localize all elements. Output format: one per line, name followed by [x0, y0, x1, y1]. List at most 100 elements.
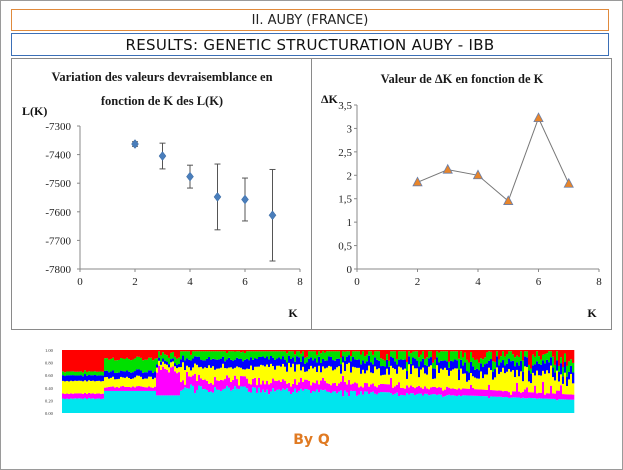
structure-cluster-segment: [192, 351, 195, 359]
structure-cluster-segment: [510, 361, 513, 372]
structure-cluster-segment: [548, 373, 551, 394]
structure-cluster-segment: [334, 369, 337, 383]
structure-cluster-segment: [546, 359, 549, 371]
structure-cluster-segment: [412, 350, 415, 352]
structure-cluster-segment: [434, 368, 437, 379]
structure-cluster-segment: [226, 385, 229, 413]
structure-cluster-segment: [242, 351, 245, 362]
structure-cluster-segment: [134, 387, 137, 391]
structure-cluster-segment: [540, 359, 543, 365]
y-tick-label: 3: [347, 123, 353, 135]
structure-cluster-segment: [94, 350, 97, 372]
structure-cluster-segment: [530, 392, 533, 399]
structure-cluster-segment: [332, 391, 335, 413]
structure-cluster-segment: [396, 358, 399, 365]
structure-cluster-segment: [262, 365, 265, 381]
structure-cluster-segment: [500, 396, 503, 413]
structure-cluster-segment: [254, 358, 257, 367]
structure-cluster-segment: [404, 350, 407, 352]
structure-cluster-segment: [116, 386, 119, 391]
structure-cluster-segment: [458, 358, 461, 370]
structure-cluster-segment: [200, 350, 203, 352]
structure-cluster-segment: [566, 386, 569, 395]
structure-cluster-segment: [370, 350, 373, 352]
structure-cluster-segment: [174, 356, 177, 364]
structure-cluster-segment: [92, 371, 95, 376]
structure-y-tick-label: 0.60: [45, 373, 54, 378]
structure-cluster-segment: [378, 351, 381, 361]
structure-cluster-segment: [296, 350, 299, 352]
structure-cluster-segment: [384, 350, 387, 361]
structure-cluster-segment: [268, 366, 271, 385]
structure-cluster-segment: [340, 390, 343, 413]
structure-cluster-segment: [572, 350, 575, 363]
structure-cluster-segment: [64, 376, 67, 382]
structure-cluster-segment: [324, 350, 327, 353]
structure-cluster-segment: [200, 386, 203, 413]
structure-cluster-segment: [426, 357, 429, 366]
structure-cluster-segment: [258, 350, 261, 352]
chart-title: Valeur de ΔK en fonction de K: [381, 72, 544, 86]
structure-cluster-segment: [300, 353, 303, 362]
structure-cluster-segment: [208, 350, 211, 352]
structure-cluster-segment: [172, 350, 175, 353]
structure-cluster-segment: [188, 359, 191, 368]
structure-cluster-segment: [370, 392, 373, 413]
structure-cluster-segment: [420, 350, 423, 355]
structure-cluster-segment: [84, 370, 87, 375]
structure-cluster-segment: [394, 393, 397, 413]
structure-cluster-segment: [386, 350, 389, 355]
structure-cluster-segment: [104, 358, 107, 371]
structure-cluster-segment: [116, 379, 119, 387]
structure-cluster-segment: [84, 374, 87, 381]
structure-cluster-segment: [150, 357, 153, 371]
data-point: [268, 210, 277, 221]
structure-cluster-segment: [496, 351, 499, 357]
structure-cluster-segment: [536, 370, 539, 394]
structure-cluster-segment: [252, 378, 255, 388]
structure-cluster-segment: [238, 350, 241, 352]
structure-cluster-segment: [540, 392, 543, 399]
structure-cluster-segment: [360, 386, 363, 392]
structure-cluster-segment: [186, 371, 189, 389]
structure-cluster-segment: [450, 350, 453, 352]
structure-cluster-segment: [444, 396, 447, 413]
structure-cluster-segment: [324, 389, 327, 413]
structure-cluster-segment: [136, 356, 139, 370]
structure-cluster-segment: [356, 395, 359, 413]
structure-cluster-segment: [474, 395, 477, 413]
structure-cluster-segment: [334, 350, 337, 352]
structure-cluster-segment: [302, 356, 305, 367]
structure-y-ticks: 1.000.800.600.400.200.00: [45, 348, 54, 416]
structure-cluster-segment: [176, 395, 179, 413]
structure-cluster-segment: [142, 379, 145, 387]
structure-cluster-segment: [70, 398, 73, 413]
structure-cluster-segment: [206, 389, 209, 413]
structure-cluster-segment: [320, 362, 323, 373]
structure-cluster-segment: [554, 364, 557, 373]
structure-cluster-segment: [306, 350, 309, 357]
structure-cluster-segment: [170, 352, 173, 360]
structure-cluster-segment: [474, 350, 477, 360]
structure-cluster-segment: [402, 395, 405, 413]
structure-cluster-segment: [126, 370, 129, 377]
structure-cluster-segment: [468, 388, 471, 396]
structure-cluster-segment: [154, 377, 157, 387]
structure-cluster-segment: [378, 368, 381, 386]
structure-cluster-segment: [172, 361, 175, 367]
structure-cluster-segment: [524, 356, 527, 367]
structure-cluster-segment: [238, 358, 241, 368]
data-point: [131, 139, 139, 149]
structure-cluster-segment: [192, 385, 195, 413]
structure-cluster-segment: [206, 367, 209, 381]
structure-cluster-segment: [496, 356, 499, 368]
structure-cluster-segment: [256, 366, 259, 386]
structure-cluster-segment: [460, 359, 463, 369]
structure-cluster-segment: [310, 365, 313, 386]
structure-cluster-segment: [248, 350, 251, 352]
structure-cluster-segment: [522, 381, 525, 392]
structure-cluster-segment: [434, 359, 437, 369]
structure-cluster-segment: [282, 379, 285, 389]
structure-cluster-segment: [484, 357, 487, 365]
structure-cluster-segment: [408, 351, 411, 357]
